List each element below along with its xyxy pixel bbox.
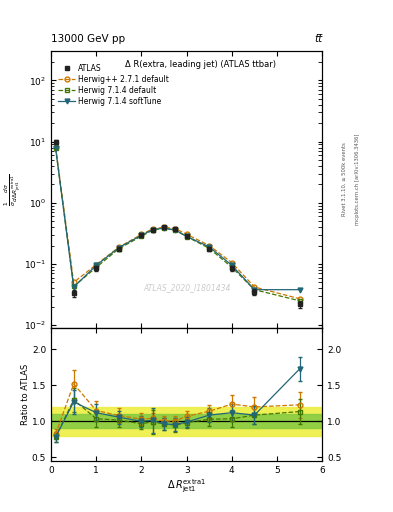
Bar bbox=[51, 414, 322, 429]
X-axis label: $\Delta\,R^{\mathrm{extra1}}_{\mathrm{jet1}}$: $\Delta\,R^{\mathrm{extra1}}_{\mathrm{je… bbox=[167, 477, 206, 495]
Text: tt̅: tt̅ bbox=[314, 33, 322, 44]
Text: Rivet 3.1.10, ≥ 500k events: Rivet 3.1.10, ≥ 500k events bbox=[342, 142, 346, 216]
Text: mcplots.cern.ch [arXiv:1306.3436]: mcplots.cern.ch [arXiv:1306.3436] bbox=[355, 134, 360, 225]
Text: 13000 GeV pp: 13000 GeV pp bbox=[51, 33, 125, 44]
Text: Δ R(extra, leading jet) (ATLAS ttbar): Δ R(extra, leading jet) (ATLAS ttbar) bbox=[125, 59, 276, 69]
Legend: ATLAS, Herwig++ 2.7.1 default, Herwig 7.1.4 default, Herwig 7.1.4 softTune: ATLAS, Herwig++ 2.7.1 default, Herwig 7.… bbox=[55, 61, 172, 109]
Y-axis label: $\frac{1}{\sigma}\frac{d\sigma}{d\Delta R_{\mathrm{jet1}}^{\mathrm{extra1}}}$: $\frac{1}{\sigma}\frac{d\sigma}{d\Delta … bbox=[2, 173, 22, 206]
Bar bbox=[51, 407, 322, 436]
Text: ATLAS_2020_I1801434: ATLAS_2020_I1801434 bbox=[143, 283, 230, 292]
Y-axis label: Ratio to ATLAS: Ratio to ATLAS bbox=[22, 364, 31, 425]
